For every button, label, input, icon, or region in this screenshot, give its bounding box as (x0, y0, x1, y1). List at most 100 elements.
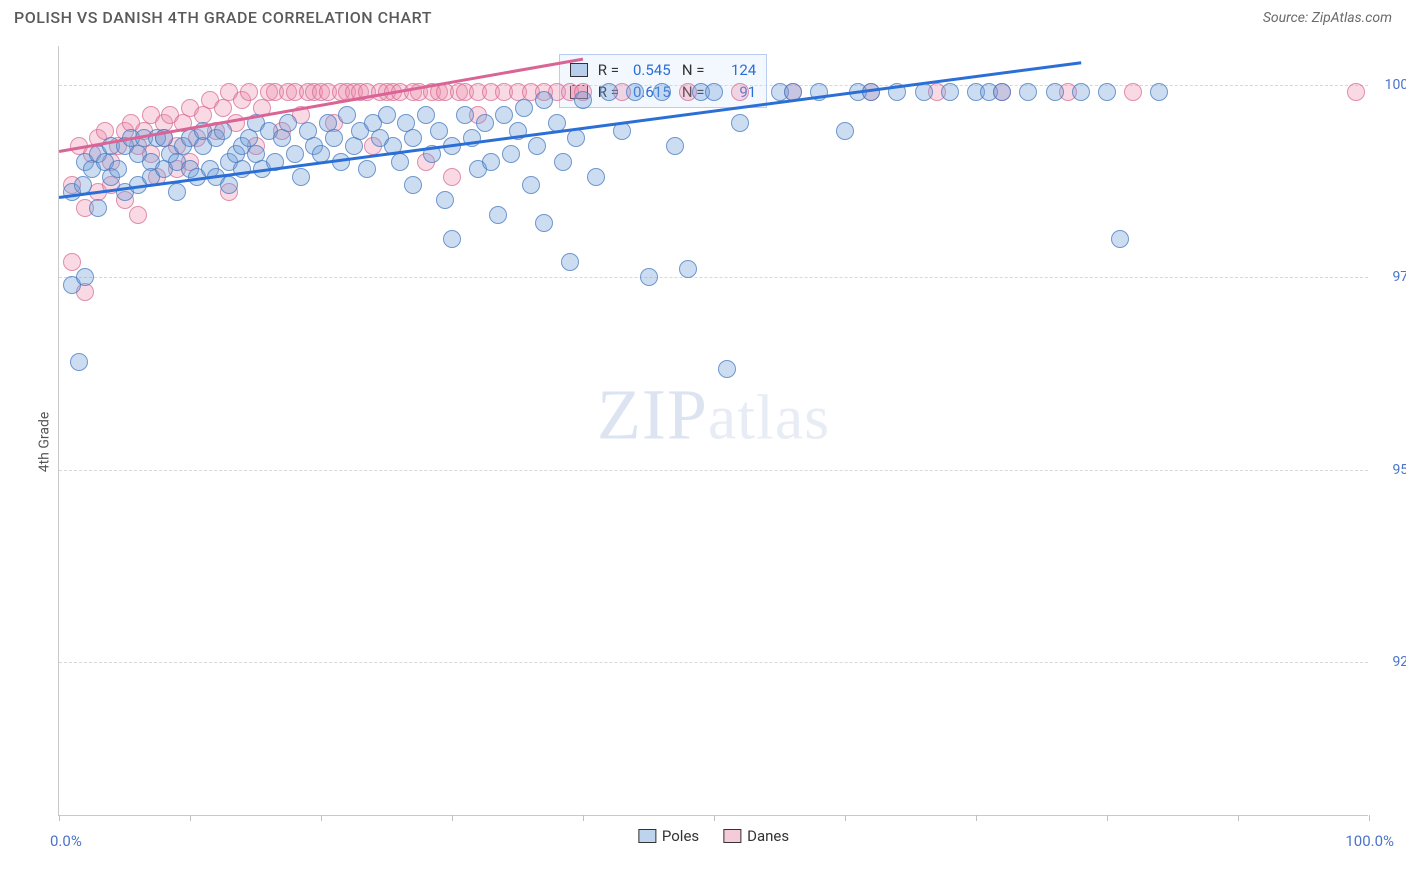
data-point (1046, 83, 1064, 101)
data-point (430, 122, 448, 140)
data-point (1019, 83, 1037, 101)
swatch-blue-icon (570, 63, 588, 77)
data-point (600, 83, 618, 101)
data-point (76, 268, 94, 286)
chart-title: POLISH VS DANISH 4TH GRADE CORRELATION C… (14, 8, 432, 27)
legend-swatch-blue-icon (638, 829, 656, 843)
data-point (941, 83, 959, 101)
data-point (574, 91, 592, 109)
data-point (554, 153, 572, 171)
x-tick-mark (1107, 815, 1108, 821)
data-point (109, 160, 127, 178)
data-point (836, 122, 854, 140)
data-point (1098, 83, 1116, 101)
x-tick-mark (190, 815, 191, 821)
data-point (528, 137, 546, 155)
data-point (489, 206, 507, 224)
x-tick-mark (452, 815, 453, 821)
data-point (535, 91, 553, 109)
data-point (404, 176, 422, 194)
x-tick-mark (59, 815, 60, 821)
data-point (993, 83, 1011, 101)
data-point (233, 160, 251, 178)
gridline (59, 662, 1368, 663)
data-point (240, 83, 258, 101)
data-point (338, 106, 356, 124)
data-point (1347, 83, 1365, 101)
data-point (535, 214, 553, 232)
y-tick-label: 100.0% (1374, 77, 1406, 93)
legend-swatch-pink-icon (723, 829, 741, 843)
data-point (587, 168, 605, 186)
data-point (378, 106, 396, 124)
data-point (561, 253, 579, 271)
data-point (640, 268, 658, 286)
data-point (482, 153, 500, 171)
data-point (456, 106, 474, 124)
data-point (345, 137, 363, 155)
data-point (417, 106, 435, 124)
x-max-label: 100.0% (1345, 832, 1394, 850)
data-point (89, 199, 107, 217)
data-point (653, 83, 671, 101)
gridline (59, 277, 1368, 278)
x-tick-mark (583, 815, 584, 821)
data-point (443, 168, 461, 186)
data-point (214, 99, 232, 117)
data-point (705, 83, 723, 101)
data-point (731, 114, 749, 132)
data-point (515, 99, 533, 117)
x-tick-mark (1369, 815, 1370, 821)
data-point (731, 83, 749, 101)
y-tick-label: 95.0% (1374, 462, 1406, 478)
data-point (679, 260, 697, 278)
data-point (567, 129, 585, 147)
data-point (666, 137, 684, 155)
data-point (1124, 83, 1142, 101)
data-point (404, 129, 422, 147)
data-point (168, 183, 186, 201)
data-point (502, 145, 520, 163)
y-tick-label: 92.5% (1374, 654, 1406, 670)
watermark: ZIPatlas (597, 374, 830, 457)
data-point (70, 353, 88, 371)
data-point (1072, 83, 1090, 101)
x-tick-mark (714, 815, 715, 821)
data-point (391, 153, 409, 171)
y-axis-label: 4th Grade (36, 412, 52, 473)
chart-header: POLISH VS DANISH 4TH GRADE CORRELATION C… (0, 0, 1406, 31)
legend-item-poles: Poles (638, 827, 699, 845)
chart-area: 4th Grade ZIPatlas R = 0.545 N = 124 R =… (18, 36, 1388, 848)
y-tick-label: 97.5% (1374, 269, 1406, 285)
data-point (292, 168, 310, 186)
plot-area: ZIPatlas R = 0.545 N = 124 R = 0.615 N =… (58, 46, 1368, 816)
x-tick-mark (321, 815, 322, 821)
x-min-label: 0.0% (50, 832, 82, 850)
data-point (443, 230, 461, 248)
data-point (286, 145, 304, 163)
gridline (59, 470, 1368, 471)
x-tick-mark (976, 815, 977, 821)
data-point (129, 206, 147, 224)
x-tick-mark (845, 815, 846, 821)
data-point (495, 106, 513, 124)
x-tick-mark (1238, 815, 1239, 821)
data-point (273, 129, 291, 147)
data-point (220, 176, 238, 194)
legend: Poles Danes (638, 827, 789, 845)
data-point (325, 129, 343, 147)
data-point (1150, 83, 1168, 101)
data-point (476, 114, 494, 132)
data-point (74, 176, 92, 194)
data-point (358, 160, 376, 178)
data-point (718, 360, 736, 378)
stats-row-1: R = 0.545 N = 124 (570, 59, 756, 81)
data-point (63, 253, 81, 271)
source-label: Source: ZipAtlas.com (1263, 10, 1392, 26)
data-point (279, 114, 297, 132)
data-point (626, 83, 644, 101)
data-point (915, 83, 933, 101)
data-point (522, 176, 540, 194)
legend-item-danes: Danes (723, 827, 789, 845)
data-point (1111, 230, 1129, 248)
